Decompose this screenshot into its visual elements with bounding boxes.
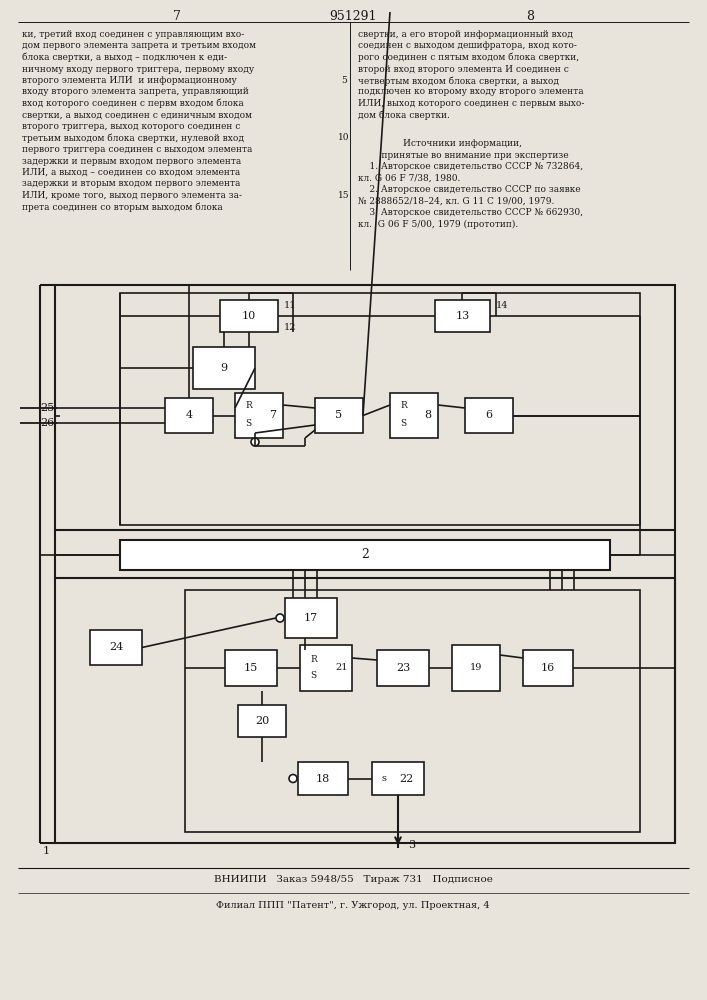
Bar <box>165 398 213 433</box>
Text: 7: 7 <box>269 410 276 420</box>
Bar <box>372 762 424 795</box>
Text: кл. G 06 F 7/38, 1980.: кл. G 06 F 7/38, 1980. <box>358 174 460 183</box>
Bar <box>298 762 348 795</box>
Text: 12: 12 <box>284 322 296 332</box>
Text: задержки и вторым входом первого элемента: задержки и вторым входом первого элемент… <box>22 180 240 188</box>
Text: 25: 25 <box>41 403 55 413</box>
Bar <box>90 630 142 665</box>
Bar <box>390 393 438 438</box>
Text: s: s <box>382 774 387 783</box>
Text: кл.  G 06 F 5/00, 1979 (прототип).: кл. G 06 F 5/00, 1979 (прототип). <box>358 220 518 229</box>
Bar <box>285 598 337 638</box>
Bar <box>300 645 352 691</box>
Text: прета соединен со вторым выходом блока: прета соединен со вторым выходом блока <box>22 202 223 212</box>
Text: 13: 13 <box>455 311 469 321</box>
Bar <box>120 540 610 570</box>
Text: 18: 18 <box>316 774 330 784</box>
Text: R: R <box>245 401 252 410</box>
Bar <box>377 650 429 686</box>
Text: четвертым входом блока свертки, а выход: четвертым входом блока свертки, а выход <box>358 76 559 86</box>
Bar <box>315 398 363 433</box>
Text: 10: 10 <box>338 133 350 142</box>
Text: третьим выходом блока свертки, нулевой вход: третьим выходом блока свертки, нулевой в… <box>22 133 244 143</box>
Text: второго триггера, выход которого соединен с: второго триггера, выход которого соедине… <box>22 122 240 131</box>
Text: второго элемента ИЛИ  и информационному: второго элемента ИЛИ и информационному <box>22 76 237 85</box>
Text: подключен ко второму входу второго элемента: подключен ко второму входу второго элеме… <box>358 88 583 97</box>
Text: первого триггера соединен с выходом элемента: первого триггера соединен с выходом элем… <box>22 145 252 154</box>
Text: 3: 3 <box>408 840 415 850</box>
Text: 17: 17 <box>304 613 318 623</box>
Text: рого соединен с пятым входом блока свертки,: рого соединен с пятым входом блока сверт… <box>358 53 579 62</box>
Text: Источники информации,: Источники информации, <box>403 139 522 148</box>
Bar <box>220 300 278 332</box>
Text: ВНИИПИ   Заказ 5948/55   Тираж 731   Подписное: ВНИИПИ Заказ 5948/55 Тираж 731 Подписное <box>214 876 493 884</box>
Text: Филиал ППП "Патент", г. Ужгород, ул. Проектная, 4: Филиал ППП "Патент", г. Ужгород, ул. Про… <box>216 902 490 910</box>
Bar <box>185 590 640 832</box>
Text: свертки, а его второй информационный вход: свертки, а его второй информационный вхо… <box>358 30 573 39</box>
Text: 16: 16 <box>541 663 555 673</box>
Text: 7: 7 <box>173 9 181 22</box>
Text: 4: 4 <box>185 410 192 420</box>
Text: 23: 23 <box>396 663 410 673</box>
Bar <box>55 285 675 530</box>
Text: 11: 11 <box>284 300 296 310</box>
Text: S: S <box>245 418 251 428</box>
Text: 8: 8 <box>424 410 431 420</box>
Bar <box>235 393 283 438</box>
Bar <box>523 650 573 686</box>
Text: 19: 19 <box>470 664 482 672</box>
Text: 24: 24 <box>109 643 123 652</box>
Text: 15: 15 <box>338 191 350 200</box>
Bar <box>225 650 277 686</box>
Text: 951291: 951291 <box>329 9 377 22</box>
Text: 5: 5 <box>335 410 343 420</box>
Text: 3. Авторское свидетельство СССР № 662930,: 3. Авторское свидетельство СССР № 662930… <box>358 208 583 217</box>
Text: входу второго элемента запрета, управляющий: входу второго элемента запрета, управляю… <box>22 88 249 97</box>
Bar <box>465 398 513 433</box>
Text: свертки, а выход соединен с единичным входом: свертки, а выход соединен с единичным вх… <box>22 110 252 119</box>
Text: дом первого элемента запрета и третьим входом: дом первого элемента запрета и третьим в… <box>22 41 256 50</box>
Bar <box>55 578 675 843</box>
Circle shape <box>251 438 259 446</box>
Bar <box>238 705 286 737</box>
Text: 15: 15 <box>244 663 258 673</box>
Text: принятые во внимание при экспертизе: принятые во внимание при экспертизе <box>370 151 568 160</box>
Text: задержки и первым входом первого элемента: задержки и первым входом первого элемент… <box>22 156 241 165</box>
Bar <box>435 300 490 332</box>
Text: ИЛИ, а выход – соединен со входом элемента: ИЛИ, а выход – соединен со входом элемен… <box>22 168 240 177</box>
Text: 1. Авторское свидетельство СССР № 732864,: 1. Авторское свидетельство СССР № 732864… <box>358 162 583 171</box>
Text: R: R <box>310 654 317 664</box>
Text: соединен с выходом дешифратора, вход кото-: соединен с выходом дешифратора, вход кот… <box>358 41 577 50</box>
Text: 10: 10 <box>242 311 256 321</box>
Text: № 2888652/18–24, кл. G 11 С 19/00, 1979.: № 2888652/18–24, кл. G 11 С 19/00, 1979. <box>358 197 554 206</box>
Text: S: S <box>400 418 406 428</box>
Text: 14: 14 <box>496 300 508 310</box>
Circle shape <box>289 774 297 782</box>
Text: 2: 2 <box>361 548 369 562</box>
Text: S: S <box>310 672 316 680</box>
Text: 21: 21 <box>336 664 349 672</box>
Bar <box>120 293 640 525</box>
Text: 5: 5 <box>341 76 347 85</box>
Text: 8: 8 <box>526 9 534 22</box>
Text: ИЛИ, кроме того, выход первого элемента за-: ИЛИ, кроме того, выход первого элемента … <box>22 191 242 200</box>
Text: 26: 26 <box>41 418 55 428</box>
Text: ИЛИ, выход которого соединен с первым выхо-: ИЛИ, выход которого соединен с первым вы… <box>358 99 585 108</box>
Text: 6: 6 <box>486 410 493 420</box>
Bar <box>193 347 255 389</box>
Text: 1: 1 <box>43 846 50 856</box>
Text: ничному входу первого триггера, первому входу: ничному входу первого триггера, первому … <box>22 64 254 74</box>
Text: блока свертки, а выход – подключен к еди-: блока свертки, а выход – подключен к еди… <box>22 53 227 62</box>
Text: второй вход второго элемента И соединен с: второй вход второго элемента И соединен … <box>358 64 569 74</box>
Text: вход которого соединен с первм входом блока: вход которого соединен с первм входом бл… <box>22 99 244 108</box>
Text: 2. Авторское свидетельство СССР по заявке: 2. Авторское свидетельство СССР по заявк… <box>358 185 580 194</box>
Text: R: R <box>400 401 407 410</box>
Text: 20: 20 <box>255 716 269 726</box>
Text: 22: 22 <box>399 774 413 784</box>
Text: 9: 9 <box>221 363 228 373</box>
Bar <box>452 645 500 691</box>
Text: ки, третий вход соединен с управляющим вхо-: ки, третий вход соединен с управляющим в… <box>22 30 244 39</box>
Text: дом блока свертки.: дом блока свертки. <box>358 110 450 120</box>
Circle shape <box>276 614 284 622</box>
